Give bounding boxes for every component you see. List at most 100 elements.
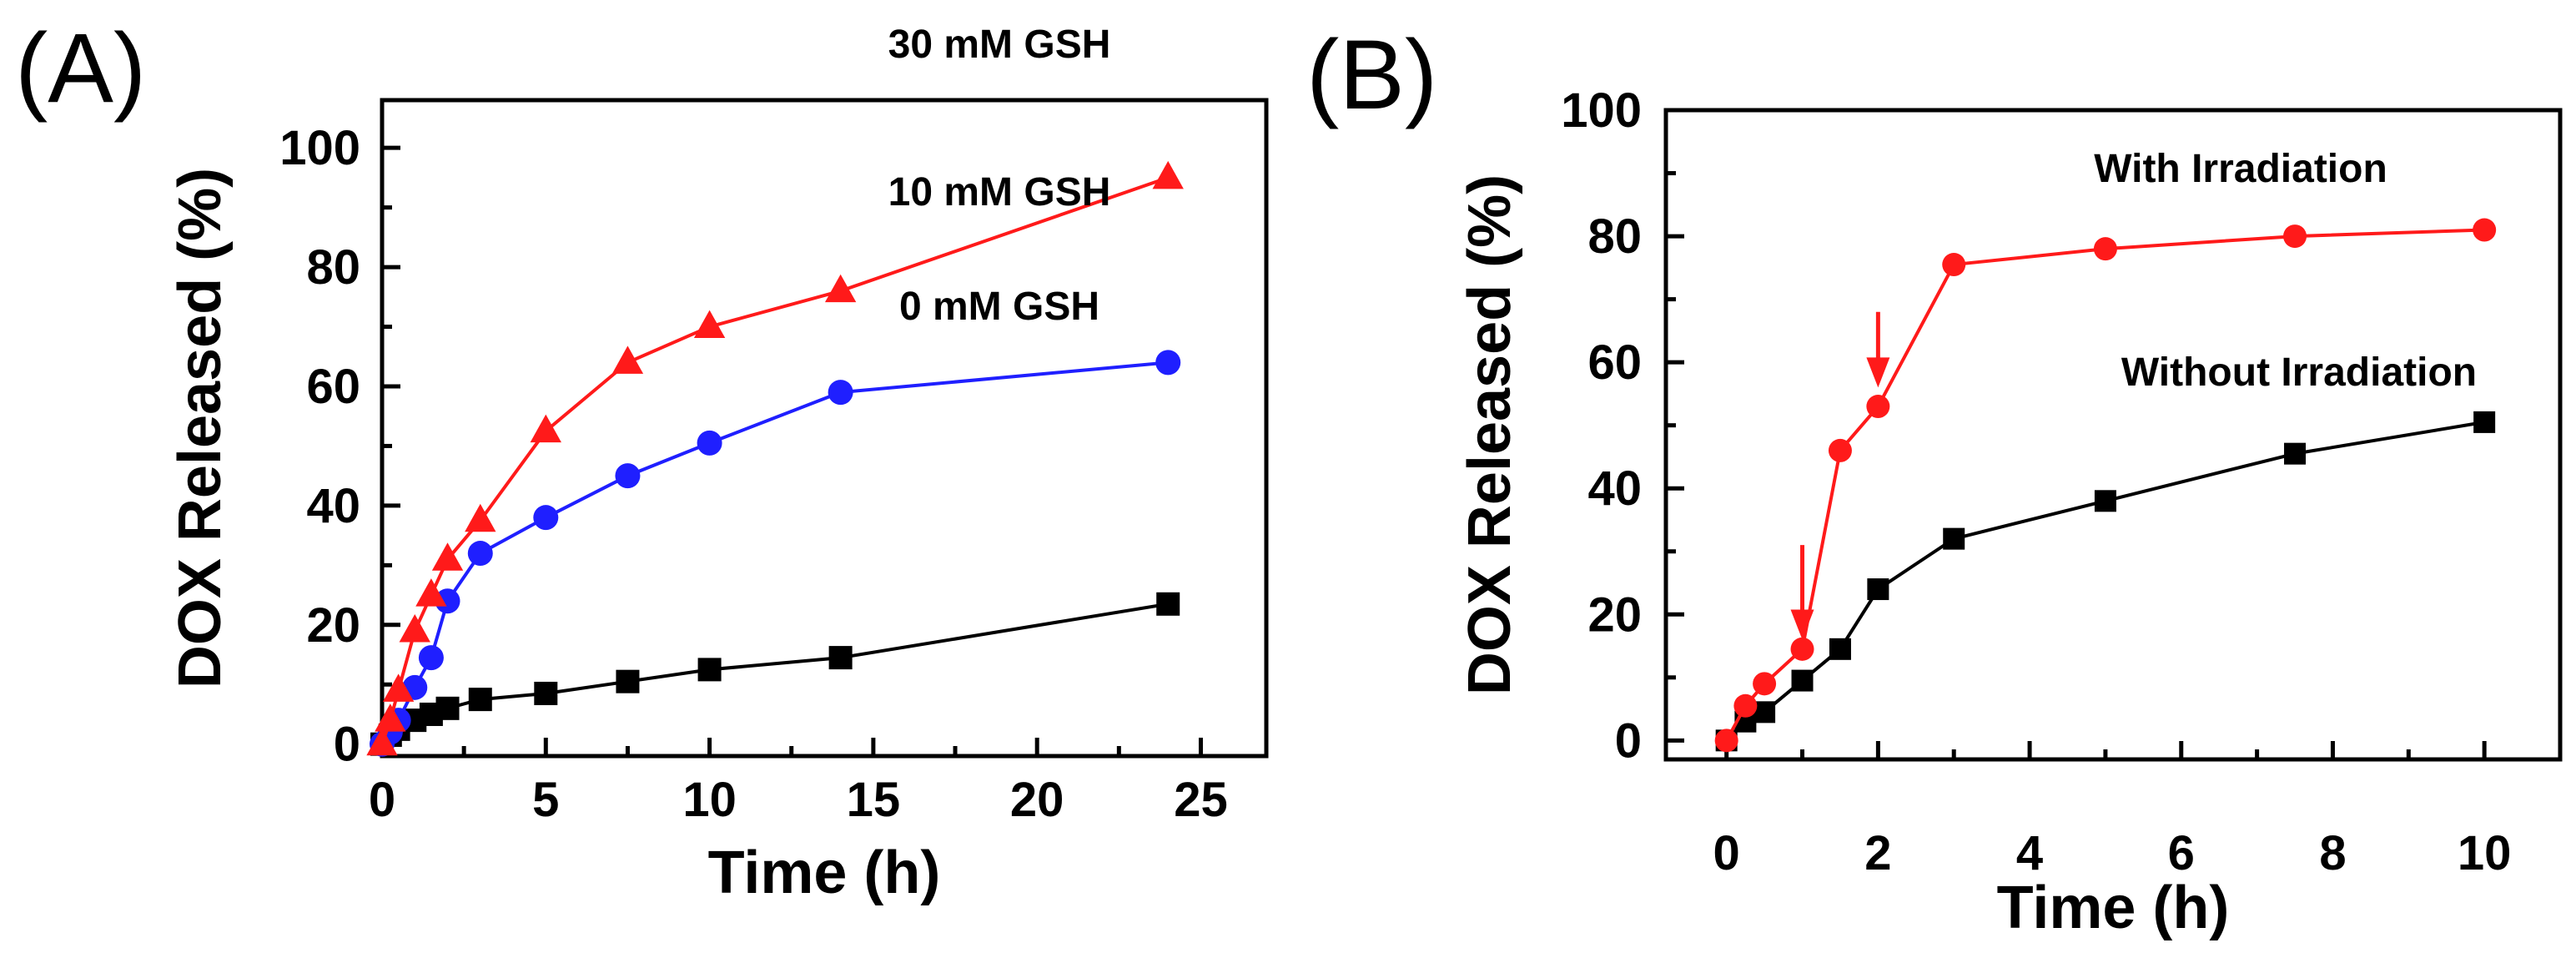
- data-point: [1829, 638, 1851, 660]
- series-container-a: [366, 160, 1184, 757]
- data-point: [366, 727, 398, 756]
- xtick-label: 15: [847, 773, 901, 827]
- data-point: [828, 380, 853, 406]
- data-point: [1155, 350, 1181, 376]
- xtick-labels-a: 0 5 10 15 20 25: [369, 773, 1228, 827]
- data-point: [435, 696, 460, 720]
- arrow-head: [1866, 357, 1890, 388]
- series-container-b: [1714, 218, 2497, 753]
- data-point: [415, 578, 447, 607]
- panel-label-b: (B): [1306, 20, 1437, 130]
- data-point: [2283, 224, 2307, 249]
- series-0mm-gsh: [370, 592, 1180, 756]
- data-point: [435, 588, 460, 614]
- data-point: [1753, 701, 1776, 724]
- plot-frame-a: [380, 98, 1269, 759]
- data-point: [2473, 218, 2497, 242]
- xtick-label: 5: [532, 773, 559, 827]
- arrow-annotation: [1866, 311, 1890, 388]
- data-point: [1714, 729, 1738, 753]
- ytick-label: 100: [1561, 83, 1642, 138]
- ytick-label: 80: [306, 240, 360, 295]
- data-point: [1733, 693, 1758, 718]
- series-line-10-mm-gsh: [380, 361, 1169, 745]
- series-line-0-mm-gsh: [380, 602, 1169, 746]
- data-point: [1753, 672, 1777, 696]
- data-point: [375, 703, 406, 732]
- series-label-without-irradiation: Without Irradiation: [2121, 350, 2477, 395]
- xtick-label: 8: [2319, 826, 2346, 880]
- xtick-label: 10: [682, 773, 737, 827]
- arrow-annotation: [1790, 545, 1814, 640]
- y-axis-title-a: DOX Released (%): [167, 168, 234, 688]
- plot-frame-b: [1663, 108, 2563, 762]
- ticks-a: [380, 145, 1203, 756]
- data-point: [824, 274, 857, 303]
- ytick-label: 40: [1587, 461, 1642, 516]
- x-axis-title-b: Time (h): [1997, 875, 2230, 941]
- xtick-label: 0: [369, 773, 395, 827]
- xtick-label: 6: [2168, 826, 2195, 880]
- ytick-labels-b: 0 20 40 60 80 100: [1561, 83, 1642, 768]
- y-axis-title-b: DOX Released (%): [1457, 174, 1523, 695]
- ytick-label: 0: [334, 718, 360, 772]
- data-point: [1867, 578, 1889, 601]
- xtick-label: 20: [1010, 773, 1064, 827]
- ytick-label: 100: [279, 121, 360, 175]
- xtick-label: 10: [2458, 826, 2512, 880]
- data-point: [465, 503, 496, 532]
- data-point: [1790, 637, 1814, 661]
- data-point: [467, 541, 493, 567]
- series-30mm-gsh: [366, 160, 1184, 756]
- data-point: [1791, 669, 1814, 692]
- ytick-label: 20: [306, 598, 360, 653]
- arrow-head: [1790, 609, 1814, 640]
- series-with-irradiation: [1714, 218, 2497, 753]
- data-point: [615, 463, 641, 489]
- data-point: [697, 658, 722, 682]
- data-point: [1828, 438, 1852, 462]
- data-point: [534, 681, 558, 705]
- ytick-label: 60: [306, 360, 360, 414]
- ytick-label: 40: [306, 479, 360, 533]
- xtick-label: 25: [1174, 773, 1228, 827]
- data-point: [1942, 253, 1966, 277]
- xtick-labels-b: 0 2 4 6 8 10: [1713, 826, 2512, 880]
- data-point: [2094, 490, 2116, 512]
- xtick-label: 4: [2016, 826, 2043, 880]
- series-label-10mm-gsh: 10 mM GSH: [888, 170, 1111, 214]
- xtick-label: 2: [1864, 826, 1891, 880]
- data-point: [418, 645, 444, 671]
- data-point: [530, 414, 561, 443]
- chart-panel-b: (B) 0 2 4 6 8 10 0 20 40 60 80 100 Time …: [1306, 20, 2563, 941]
- data-point: [1943, 527, 1965, 550]
- ytick-label: 0: [1615, 713, 1642, 768]
- data-point: [2284, 442, 2307, 465]
- chart-panel-a: (A) 0 5 10 15 20 25 0 20 40 60 80 100 Ti…: [15, 13, 1269, 906]
- series-label-with-irradiation: With Irradiation: [2094, 147, 2387, 191]
- series-label-0mm-gsh: 0 mM GSH: [899, 285, 1099, 329]
- data-point: [828, 646, 853, 670]
- data-point: [693, 310, 726, 339]
- series-line-30-mm-gsh: [380, 176, 1169, 745]
- data-point: [2093, 237, 2117, 261]
- data-point: [468, 688, 492, 712]
- data-point: [1152, 160, 1184, 189]
- data-point: [431, 542, 464, 571]
- ytick-label: 20: [1587, 587, 1642, 642]
- series-line-without-irradiation: [1725, 420, 2485, 742]
- data-point: [382, 673, 415, 702]
- arrows-b: [1790, 311, 1890, 640]
- data-point: [399, 613, 430, 643]
- data-point: [616, 669, 640, 693]
- data-point: [697, 430, 722, 456]
- ytick-labels-a: 0 20 40 60 80 100: [279, 121, 360, 772]
- data-point: [1156, 592, 1180, 616]
- data-point: [2473, 411, 2496, 433]
- x-axis-title-a: Time (h): [708, 840, 941, 906]
- series-line-with-irradiation: [1724, 228, 2485, 742]
- data-point: [1866, 395, 1890, 419]
- xtick-label: 0: [1713, 826, 1740, 880]
- data-point: [533, 505, 559, 531]
